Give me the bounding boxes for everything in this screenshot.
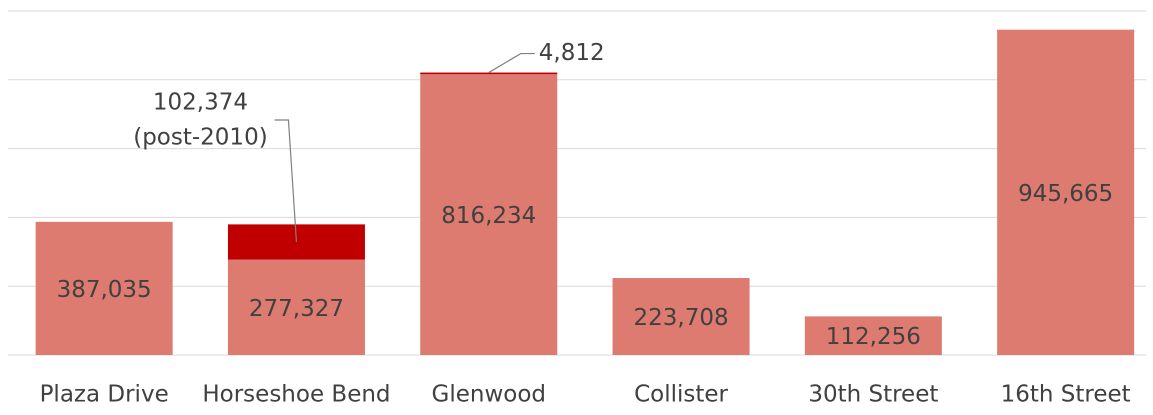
bar xyxy=(227,259,365,355)
bar xyxy=(35,221,173,355)
value-label: 945,665 xyxy=(1018,181,1113,207)
leader-line xyxy=(488,52,535,74)
x-tick-label: Plaza Drive xyxy=(40,382,169,408)
value-label: 112,256 xyxy=(826,324,921,350)
x-tick-label: 16th Street xyxy=(1001,382,1131,408)
bar xyxy=(997,29,1135,355)
x-tick-label: 30th Street xyxy=(808,382,938,408)
value-label: 102,374 xyxy=(153,90,248,116)
bar xyxy=(804,316,942,355)
bar xyxy=(420,72,558,75)
value-label: 387,035 xyxy=(57,277,152,303)
annotation: (post-2010) xyxy=(133,125,267,151)
bar xyxy=(612,278,750,355)
x-tick-label: Collister xyxy=(634,382,728,408)
value-label: 223,708 xyxy=(633,305,728,331)
value-label: 816,234 xyxy=(441,203,536,229)
leader-line xyxy=(274,119,298,243)
value-label: 277,327 xyxy=(249,296,344,322)
x-tick-label: Glenwood xyxy=(432,382,547,408)
bar xyxy=(420,74,558,355)
x-tick-label: Horseshoe Bend xyxy=(202,382,390,408)
value-label: 4,812 xyxy=(539,40,605,66)
